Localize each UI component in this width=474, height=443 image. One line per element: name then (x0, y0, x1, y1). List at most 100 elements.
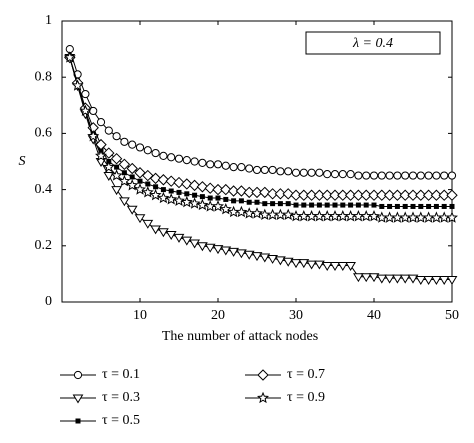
marker (143, 146, 152, 155)
marker (399, 211, 412, 223)
marker (159, 151, 168, 160)
marker (368, 189, 380, 201)
marker (313, 209, 326, 222)
marker (316, 202, 322, 208)
marker (196, 198, 209, 211)
x-tick-label: 20 (211, 308, 225, 323)
marker (236, 249, 247, 259)
marker (352, 209, 365, 222)
marker (165, 231, 177, 241)
marker (383, 189, 396, 201)
marker (329, 209, 341, 222)
marker (426, 203, 432, 209)
marker (297, 209, 310, 222)
marker (422, 189, 435, 201)
marker (416, 171, 425, 180)
marker (212, 245, 224, 255)
marker (173, 233, 185, 243)
marker (173, 176, 185, 189)
marker (262, 201, 268, 207)
marker (268, 165, 277, 175)
marker (235, 185, 248, 197)
marker (387, 203, 393, 209)
marker (206, 160, 215, 169)
marker (393, 171, 402, 180)
marker (71, 79, 84, 91)
marker (368, 273, 380, 283)
marker (376, 189, 388, 201)
marker (324, 202, 330, 208)
marker (141, 186, 154, 198)
marker (72, 394, 84, 404)
marker (221, 161, 230, 170)
marker (254, 199, 260, 205)
marker (73, 370, 83, 380)
marker (418, 203, 424, 209)
marker (407, 211, 419, 223)
x-tick-label: 10 (133, 308, 147, 323)
marker (346, 170, 355, 179)
marker (422, 211, 435, 223)
marker (446, 189, 458, 201)
marker (134, 183, 146, 195)
marker (126, 162, 138, 175)
marker (102, 160, 115, 173)
marker (290, 189, 302, 201)
marker (150, 225, 161, 235)
marker (432, 171, 441, 180)
marker (128, 140, 137, 149)
marker (408, 171, 418, 180)
marker (95, 149, 107, 161)
marker (282, 188, 294, 200)
marker (449, 203, 455, 209)
marker (118, 174, 131, 187)
marker (111, 186, 122, 196)
marker (120, 137, 129, 146)
marker (227, 185, 240, 197)
marker (282, 257, 294, 267)
marker (309, 202, 315, 208)
marker (238, 198, 244, 204)
marker (204, 243, 216, 253)
marker (192, 192, 198, 198)
marker (314, 260, 325, 270)
marker (276, 167, 285, 176)
marker (103, 147, 115, 159)
marker (126, 179, 139, 191)
marker (79, 104, 92, 117)
marker (213, 160, 223, 169)
marker (375, 211, 388, 223)
marker (223, 196, 229, 202)
marker (274, 188, 287, 200)
marker (282, 208, 295, 220)
marker (168, 188, 174, 194)
marker (199, 194, 205, 200)
marker (277, 201, 283, 207)
marker (291, 168, 301, 177)
marker (173, 194, 185, 206)
marker (176, 189, 182, 195)
marker (231, 198, 237, 204)
marker (298, 259, 310, 269)
marker (182, 155, 191, 165)
marker (329, 261, 341, 271)
marker (237, 163, 246, 172)
marker (160, 187, 166, 193)
marker (174, 154, 184, 163)
marker (394, 203, 400, 209)
marker (137, 178, 143, 184)
marker (149, 188, 162, 201)
marker (438, 276, 450, 285)
marker (134, 214, 146, 224)
marker (235, 205, 248, 218)
marker (212, 183, 224, 196)
marker (430, 189, 443, 201)
marker (332, 202, 338, 208)
marker (392, 274, 403, 284)
marker (438, 211, 451, 223)
marker (153, 184, 159, 190)
marker (407, 189, 419, 201)
marker (151, 148, 160, 158)
marker (190, 157, 199, 166)
